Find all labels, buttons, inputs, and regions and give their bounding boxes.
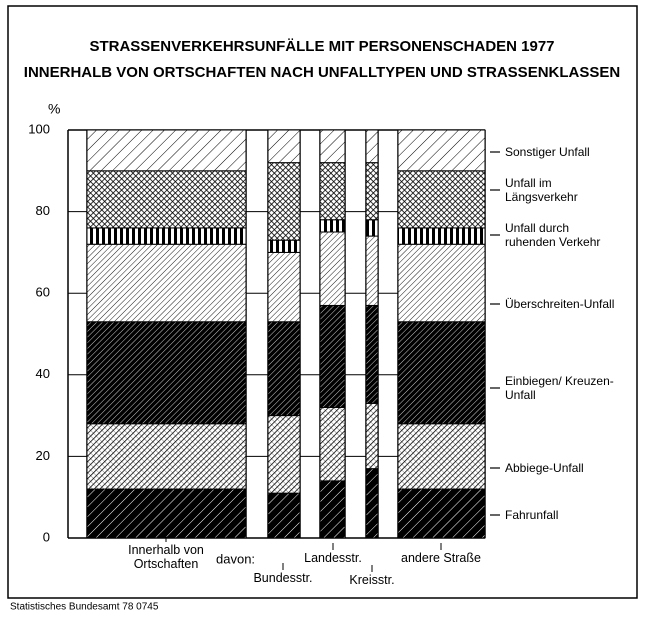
annotation: davon:: [216, 551, 255, 566]
y-tick-label: 20: [36, 448, 50, 463]
y-tick-label: 0: [43, 529, 50, 544]
bar-segment: [397, 321, 486, 425]
x-tick-label: andere Straße: [401, 551, 481, 565]
bar-segment: [397, 423, 486, 490]
bar-segment: [86, 227, 247, 245]
bar-segment: [86, 423, 247, 490]
bar-segment: [86, 243, 247, 323]
y-tick-label: 60: [36, 285, 50, 300]
bar-segment: [397, 243, 486, 323]
bar-segment: [365, 468, 379, 539]
bar-segment: [267, 129, 301, 164]
legend-label: Einbiegen/ Kreuzen-Unfall: [505, 374, 614, 402]
bar-segment: [365, 162, 379, 221]
bar-segment: [86, 488, 247, 539]
y-axis-label: %: [48, 101, 60, 117]
bar-segment: [319, 219, 346, 233]
bar-segment: [365, 402, 379, 470]
y-tick-label: 100: [28, 121, 50, 136]
bar-segment: [397, 170, 486, 229]
chart-subtitle: INNERHALB VON ORTSCHAFTEN NACH UNFALLTYP…: [24, 64, 620, 81]
bar-segment: [319, 406, 346, 482]
bar-segment: [397, 129, 486, 172]
bar-segment: [267, 239, 301, 253]
bar-segment: [319, 304, 346, 408]
x-tick-label: Bundesstr.: [253, 571, 313, 585]
legend-label: Unfall im Längsverkehr: [505, 176, 578, 204]
x-tick-label: Kreisstr.: [349, 573, 395, 587]
bar-segment: [267, 321, 301, 417]
bar-segment: [365, 235, 379, 306]
legend-label: Abbiege-Unfall: [505, 461, 584, 475]
bar-segment: [86, 170, 247, 229]
bar-segment: [365, 304, 379, 404]
bar-segment: [397, 488, 486, 539]
bar-segment: [86, 321, 247, 425]
bar-segment: [319, 129, 346, 164]
bar-segment: [319, 480, 346, 539]
bar-segment: [319, 231, 346, 306]
source: Statistisches Bundesamt 78 0745: [10, 602, 159, 613]
bar-segment: [319, 162, 346, 221]
bar-segment: [267, 162, 301, 241]
bar-segment: [267, 415, 301, 494]
bar-segment: [86, 129, 247, 172]
bar-segment: [267, 492, 301, 539]
chart-title: STRASSENVERKEHRSUNFÄLLE MIT PERSONENSCHA…: [89, 38, 554, 55]
legend-label: Unfall durch ruhenden Verkehr: [505, 221, 601, 249]
y-tick-label: 80: [36, 203, 50, 218]
legend-label: Überschreiten-Unfall: [505, 297, 615, 311]
bar-segment: [267, 251, 301, 323]
x-tick-label: Innerhalb von Ortschaften: [128, 543, 204, 571]
legend-label: Fahrunfall: [505, 508, 559, 522]
bar-segment: [397, 227, 486, 245]
frame: [7, 5, 638, 599]
bar-segment: [365, 219, 379, 237]
y-tick-label: 40: [36, 366, 50, 381]
bar-segment: [365, 129, 379, 164]
x-tick-label: Landesstr.: [304, 551, 362, 565]
legend-label: Sonstiger Unfall: [505, 145, 590, 159]
